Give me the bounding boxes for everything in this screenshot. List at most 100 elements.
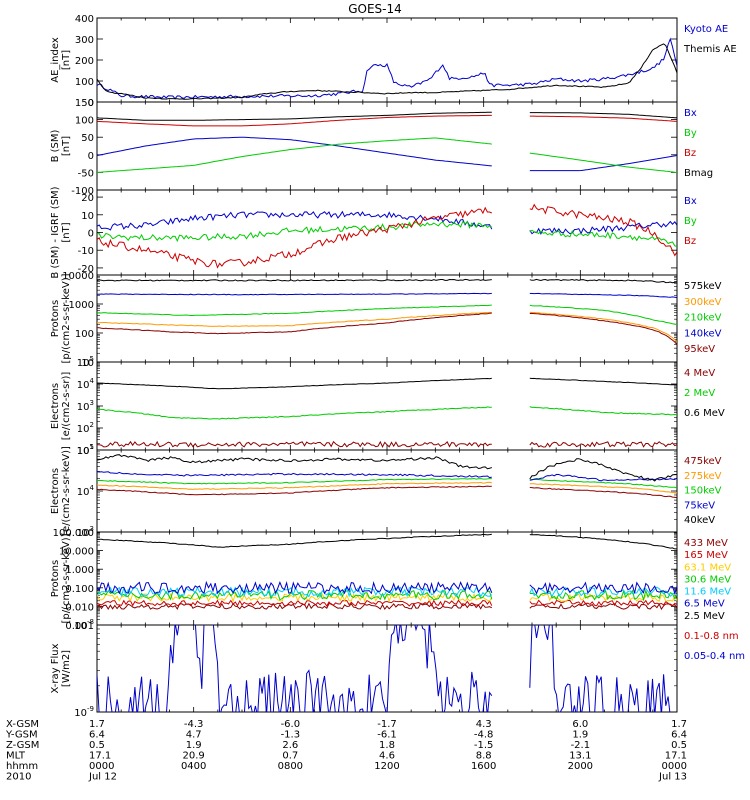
- y-tick-label: -20: [78, 264, 94, 275]
- footer-value: 1.7: [89, 719, 105, 730]
- legend-label: 150keV: [684, 486, 722, 497]
- footer-value: -4.3: [184, 719, 204, 730]
- series-line-bz: [97, 203, 677, 269]
- legend-label: 2 MeV: [684, 388, 715, 399]
- y-tick-label: 0.010: [65, 602, 94, 613]
- legend-label: 95keV: [684, 344, 715, 355]
- legend-label: Bz: [684, 148, 696, 159]
- panel-8: 10-9 10-8X-ray Flux[W/m2] 0.1-0.8 nm 0.05-0…: [50, 618, 745, 719]
- legend-label: 140keV: [684, 328, 722, 339]
- footer-value: Jul 12: [88, 772, 117, 783]
- panel-frame: [96, 17, 678, 103]
- series-line-bmag: [97, 111, 677, 121]
- series-line-140kev: [97, 292, 677, 299]
- y-tick-label: 0: [88, 151, 94, 162]
- y-tick-label: -10: [78, 246, 94, 257]
- panel-1: 0 100 200 300 400 AE_index[nT] Kyoto AE Themis …: [50, 14, 737, 109]
- footer-value: -6.0: [281, 719, 301, 730]
- legend-label: 0.1-0.8 nm: [684, 631, 739, 642]
- footer-value: 0800: [278, 761, 303, 772]
- footer-value: -1.3: [281, 730, 301, 741]
- footer-value: 1.7: [671, 719, 687, 730]
- series-line-bz: [97, 114, 677, 127]
- legend-label: 6.5 MeV: [684, 599, 725, 610]
- footer-value: Jul 13: [658, 772, 687, 783]
- footer-value: 1600: [471, 761, 496, 772]
- footer-value: 6.0: [572, 719, 588, 730]
- y-tick-label: 102: [77, 421, 94, 435]
- series-line-bx: [97, 210, 677, 236]
- series-line-575kev: [97, 278, 677, 284]
- footer-value: -6.1: [377, 730, 397, 741]
- series-line-by: [97, 220, 677, 248]
- legend-label: By: [684, 128, 697, 139]
- footer-value: 1.8: [379, 740, 395, 751]
- y-tick-label: 104: [77, 377, 95, 391]
- y-tick-label: 400: [75, 14, 94, 25]
- series-line-6-5-mev: [97, 580, 677, 595]
- footer-value: 6.4: [89, 730, 105, 741]
- y-tick-label: 0.001: [65, 621, 94, 632]
- legend-label: 575keV: [684, 281, 722, 292]
- y-tick-label: 10.000: [59, 547, 94, 558]
- panel-7: 0.001 0.010 0.100 1.000 10.000 100.000Protons…: [50, 528, 731, 632]
- y-tick-label: 101: [77, 443, 94, 457]
- footer-value: 8.8: [476, 751, 492, 762]
- panel-6: 103 104 105 Electrons[e/(cm2-s-sr-keV)] 475k…: [50, 443, 722, 539]
- footer-value: -1.7: [377, 719, 397, 730]
- legend-label: 40keV: [684, 515, 715, 526]
- y-tick-label: 10-9: [74, 705, 94, 719]
- y-tick-label: -50: [78, 168, 94, 179]
- footer-row-label: MLT: [6, 751, 26, 762]
- y-tick-label: 50: [81, 133, 94, 144]
- footer-value: -1.5: [474, 740, 494, 751]
- footer-row-label: Y-GSM: [5, 730, 38, 741]
- y-tick-label: 1.000: [65, 565, 94, 576]
- footer-value: 2.6: [282, 740, 298, 751]
- series-line-bx: [97, 136, 677, 172]
- y-tick-label: 103: [77, 525, 94, 539]
- legend-label: 11.6 MeV: [684, 587, 731, 598]
- series-line-0-6-mev: [97, 377, 677, 390]
- footer-value: 0.5: [89, 740, 105, 751]
- y-tick-label: 0: [88, 98, 94, 109]
- y-tick-label: 10: [81, 358, 94, 369]
- legend-label: 2.5 MeV: [684, 611, 725, 622]
- legend-label: By: [684, 216, 697, 227]
- legend-label: 75keV: [684, 500, 715, 511]
- y-axis-label: B (SM)[nT]: [50, 129, 72, 162]
- legend-label: 300keV: [684, 297, 722, 308]
- y-tick-label: 300: [75, 35, 94, 46]
- y-tick-label: 1000: [69, 300, 94, 311]
- y-axis-label: Electrons[e/(cm2-s-sr-keV)]: [50, 446, 72, 536]
- series-line-433-mev: [97, 602, 677, 611]
- y-tick-label: 105: [77, 443, 94, 457]
- footer-row-label: hhmm: [6, 761, 38, 772]
- footer-value: 4.6: [379, 751, 395, 762]
- footer-value: 0.7: [282, 751, 298, 762]
- legend-label: 0.6 MeV: [684, 408, 725, 419]
- series-line-2-5-mev: [97, 533, 677, 550]
- footer-value: -2.1: [571, 740, 591, 751]
- panel-frame: [96, 624, 678, 713]
- series-line-0-05-0-4-nm: [97, 625, 671, 712]
- legend-label: 275keV: [684, 471, 722, 482]
- y-tick-label: 100: [75, 77, 94, 88]
- y-axis-label: AE_index[nT]: [50, 37, 72, 83]
- legend-label: 433 MeV: [684, 538, 728, 549]
- legend-label: Bz: [684, 236, 696, 247]
- y-tick-label: 103: [77, 399, 94, 413]
- series-line-300kev: [97, 311, 677, 343]
- y-axis-label: Protons[p/(cm2-s-sr-keV)]: [50, 533, 72, 623]
- legend-label: 210keV: [684, 313, 722, 324]
- footer-value: 13.1: [569, 751, 591, 762]
- y-tick-label: 0.100: [65, 584, 94, 595]
- footer-value: 2000: [568, 761, 593, 772]
- legend-label: Kyoto AE: [684, 24, 728, 35]
- footer-row-label: 2010: [6, 772, 31, 783]
- y-axis-label: Electrons[e/(cm2-s-sr)]: [50, 372, 72, 441]
- panel-5: 101 102 103 104 105 Electrons[e/(cm2-s-sr)] 4 …: [50, 355, 725, 457]
